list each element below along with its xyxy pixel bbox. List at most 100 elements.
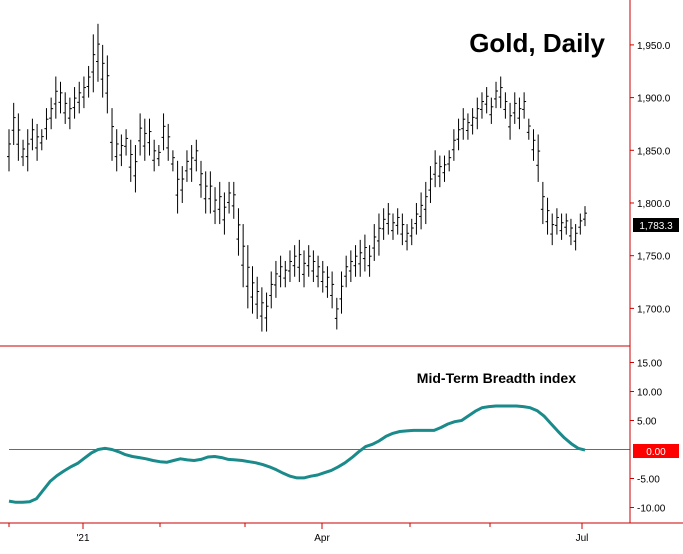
price-bar <box>119 134 124 167</box>
price-bar <box>311 250 316 283</box>
price-bar <box>152 139 157 172</box>
price-bar <box>124 129 129 156</box>
price-bar <box>241 224 246 288</box>
price-bar <box>142 118 147 161</box>
price-bar <box>498 76 503 109</box>
price-bar <box>559 213 564 240</box>
price-bar <box>273 260 278 298</box>
price-bar <box>348 250 353 283</box>
price-bar <box>568 218 573 246</box>
price-bar <box>53 76 58 119</box>
price-bar <box>7 129 11 172</box>
y-tick-label: 5.00 <box>637 417 657 428</box>
price-bar <box>236 208 241 256</box>
price-bar <box>217 181 222 225</box>
last-price-badge: 1,783.3 <box>633 218 679 232</box>
price-bar <box>428 166 433 203</box>
price-bar <box>292 245 297 277</box>
breadth-series <box>8 404 630 504</box>
price-bar <box>386 202 391 235</box>
price-bar <box>170 150 175 172</box>
price-bar <box>194 139 199 172</box>
price-bar <box>391 213 395 240</box>
x-axis: '21 Apr Jul <box>8 523 589 544</box>
price-y-axis: 1,700.0 1,750.0 1,800.0 1,850.0 1,900.0 1,950… <box>630 41 671 315</box>
price-bar <box>503 92 508 119</box>
price-bar <box>512 92 517 124</box>
price-bar <box>138 113 143 156</box>
price-bar <box>465 113 470 140</box>
price-bar <box>545 197 550 235</box>
price-bar <box>344 255 349 288</box>
price-bar <box>489 97 494 124</box>
price-bar <box>278 255 283 288</box>
price-bar <box>456 118 461 151</box>
price-bar <box>222 192 227 235</box>
y-tick-label: 1,950.0 <box>637 41 671 52</box>
x-tick-label: Jul <box>576 533 589 544</box>
price-bar <box>494 81 499 109</box>
last-breadth-label: 0.00 <box>646 447 666 458</box>
price-bar <box>517 97 522 130</box>
price-bar <box>250 266 255 314</box>
price-bar <box>283 260 288 288</box>
price-bar <box>320 260 325 293</box>
price-bar <box>405 224 410 251</box>
price-bar <box>86 65 91 98</box>
price-bar <box>461 108 466 140</box>
price-bar <box>414 202 419 235</box>
price-bar <box>264 292 269 332</box>
price-bar <box>442 155 447 182</box>
price-bar <box>470 108 475 135</box>
price-bar <box>114 129 119 172</box>
price-bar <box>437 155 442 188</box>
price-bar <box>376 213 381 256</box>
price-bar <box>325 266 330 298</box>
price-bar <box>44 108 49 140</box>
price-bar <box>81 76 86 109</box>
x-tick-label: Apr <box>314 533 330 544</box>
x-tick-label: '21 <box>76 533 89 544</box>
price-bar <box>531 129 536 161</box>
price-bar <box>175 160 180 214</box>
price-bar <box>203 171 208 214</box>
price-bar <box>540 181 545 225</box>
price-bar <box>91 34 96 93</box>
y-tick-label: 1,800.0 <box>637 199 671 210</box>
y-tick-label: -10.00 <box>637 504 666 515</box>
price-bar <box>259 287 264 332</box>
price-bar <box>479 92 484 119</box>
price-bar <box>362 234 367 272</box>
price-bar <box>339 271 344 314</box>
price-bar <box>484 87 489 114</box>
price-bar <box>95 23 100 82</box>
price-bar <box>578 213 583 235</box>
price-bar <box>302 250 307 288</box>
price-bar <box>58 81 63 114</box>
price-bar <box>49 97 54 130</box>
price-bar <box>395 208 400 235</box>
y-tick-label: 1,700.0 <box>637 304 671 315</box>
price-bar <box>316 255 321 288</box>
price-bar <box>451 129 456 161</box>
breadth-y-axis: -10.00 -5.00 5.00 10.00 15.00 <box>630 359 666 515</box>
price-bars <box>7 23 587 332</box>
price-bar <box>227 181 232 214</box>
breadth-line <box>8 404 586 504</box>
price-bar <box>573 224 578 251</box>
price-bar <box>110 108 115 161</box>
price-bar <box>367 245 372 277</box>
price-bar <box>128 139 133 182</box>
y-tick-label: 1,900.0 <box>637 94 671 105</box>
price-bar <box>330 271 335 309</box>
price-bar <box>180 166 185 203</box>
price-bar <box>100 44 105 98</box>
price-bar <box>297 239 302 283</box>
price-bar <box>554 208 559 235</box>
price-bar <box>522 92 527 119</box>
price-bar <box>11 102 16 146</box>
price-bar <box>184 150 189 182</box>
price-bar <box>287 250 292 283</box>
price-bar <box>199 160 203 198</box>
price-bar <box>63 92 68 124</box>
